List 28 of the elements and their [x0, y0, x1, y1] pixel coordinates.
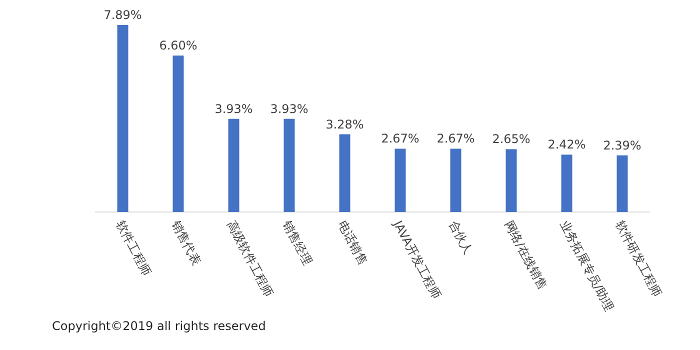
bar [616, 155, 628, 212]
data-label: 6.60% [159, 38, 198, 53]
bar [117, 25, 128, 212]
data-label: 3.93% [270, 102, 308, 116]
bar [284, 118, 295, 212]
bar [394, 148, 406, 212]
text: Copyright©2019 all rights reserved [52, 319, 266, 333]
x-tick-label: 高级软件工程师 [224, 218, 276, 300]
x-tick-label: 销售代表 [168, 217, 204, 268]
data-label: 2.39% [603, 138, 642, 152]
data-label: 2.67% [436, 132, 475, 146]
data-label: 7.89% [104, 8, 142, 22]
x-tick-label: 合伙人 [446, 218, 476, 257]
data-label: 2.65% [492, 132, 530, 146]
bar [228, 118, 240, 212]
data-label: 2.67% [381, 132, 420, 146]
bar [339, 134, 350, 212]
x-tick-label: 销售经理 [279, 217, 315, 268]
data-label: 2.42% [548, 138, 586, 152]
data-label: 3.28% [326, 117, 364, 132]
x-tick-label: 网络/在线销售 [502, 218, 550, 292]
bar [172, 56, 184, 212]
bar [506, 149, 517, 212]
x-tick-label: 电话销售 [335, 218, 370, 268]
x-tick-label: 软件工程师 [113, 218, 154, 278]
bar [450, 148, 462, 212]
data-label: 3.93% [214, 102, 253, 116]
bar [561, 154, 572, 212]
